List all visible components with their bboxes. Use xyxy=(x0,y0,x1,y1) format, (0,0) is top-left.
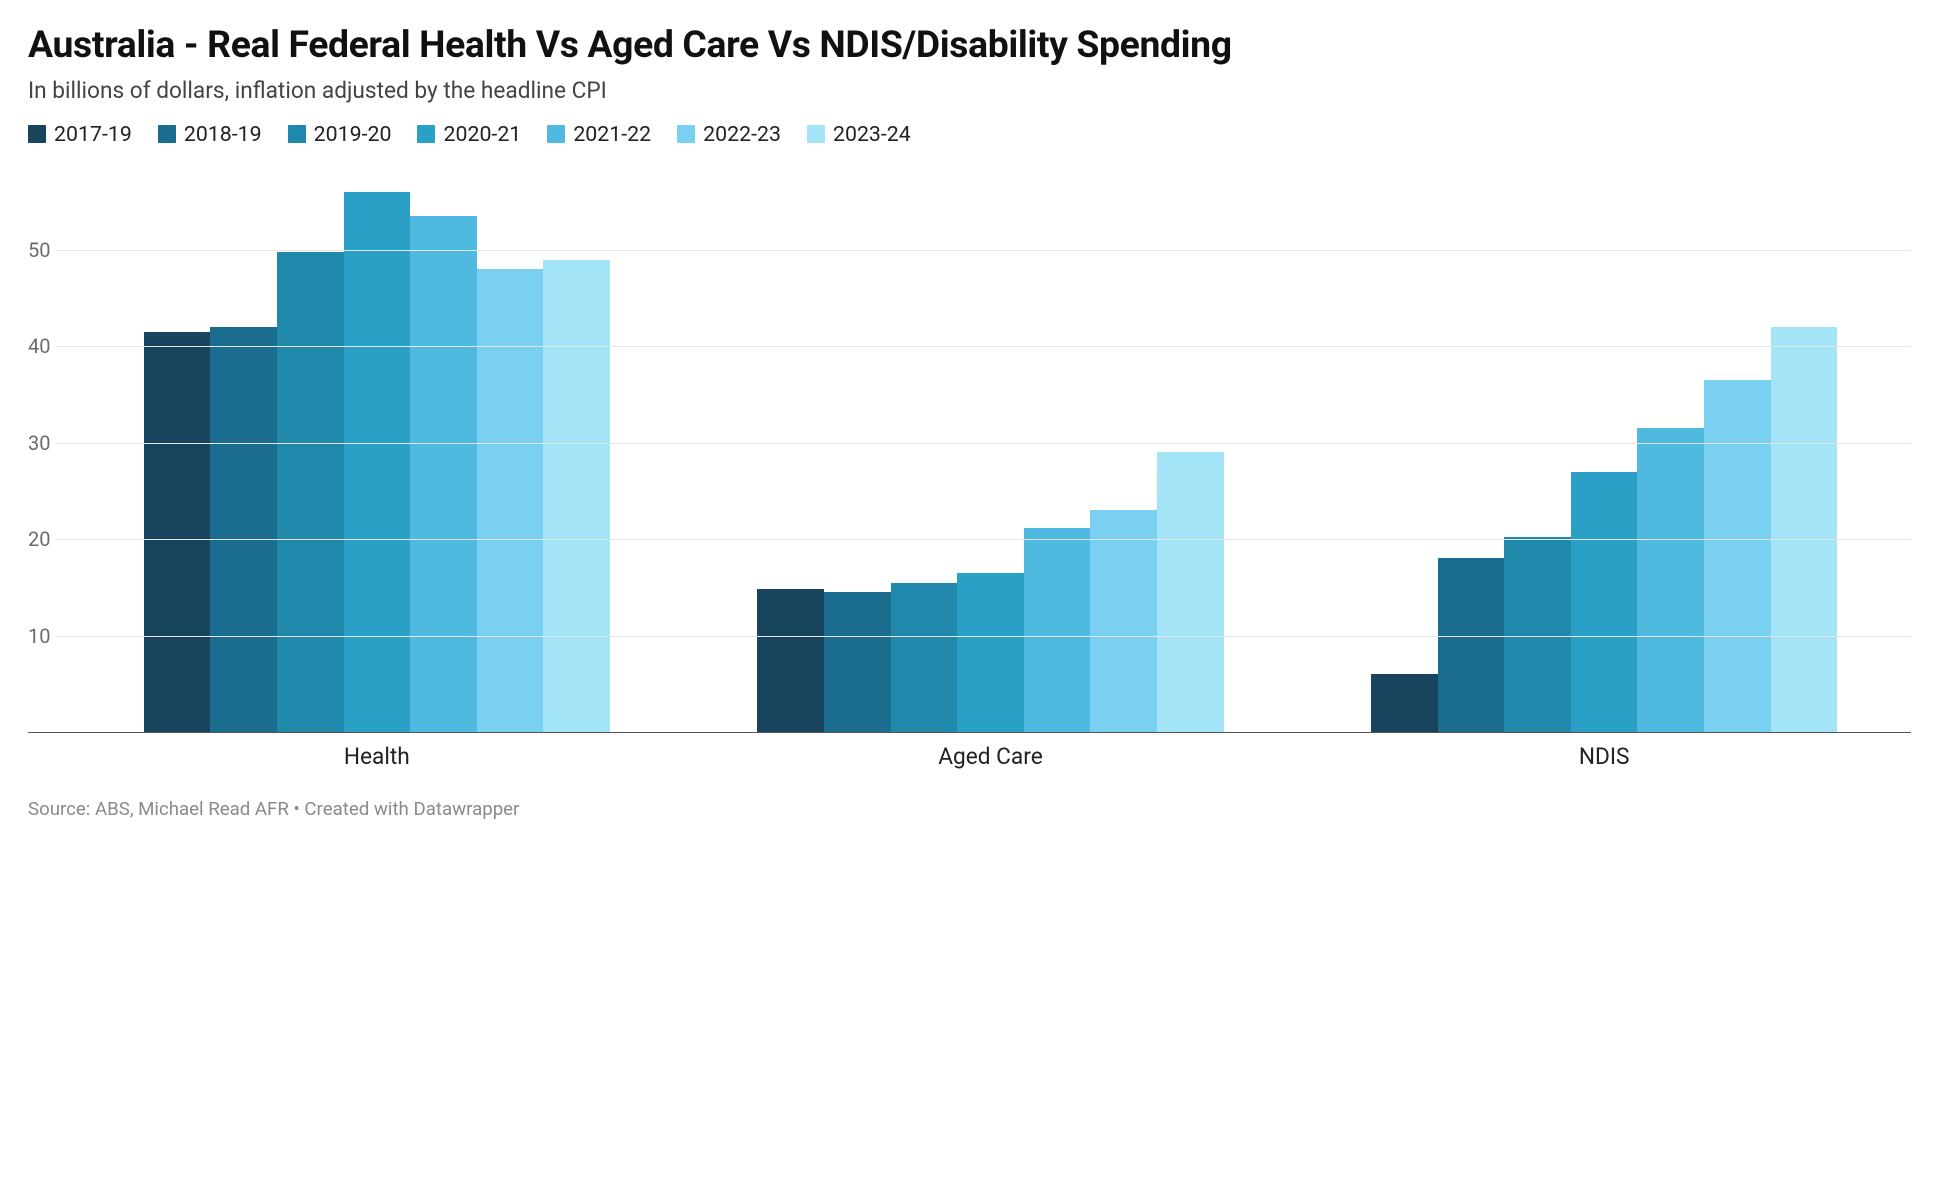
legend-label: 2021-22 xyxy=(573,122,651,147)
bar-group xyxy=(1297,173,1911,732)
legend-item: 2020-21 xyxy=(417,122,521,147)
x-category-label: Aged Care xyxy=(684,743,1298,770)
bar-group-inner xyxy=(757,173,1223,732)
legend-label: 2017-19 xyxy=(54,122,132,147)
bar xyxy=(1571,472,1638,732)
legend-item: 2017-19 xyxy=(28,122,132,147)
bar xyxy=(344,192,411,732)
y-tick-label: 20 xyxy=(28,527,56,551)
legend-swatch xyxy=(28,125,46,143)
bar xyxy=(277,252,344,732)
chart-title: Australia - Real Federal Health Vs Aged … xyxy=(28,24,1911,67)
legend-swatch xyxy=(807,125,825,143)
bar-groups-container xyxy=(70,173,1911,732)
bar xyxy=(1771,327,1838,732)
bar xyxy=(410,216,477,732)
bar xyxy=(210,327,277,732)
legend-item: 2021-22 xyxy=(547,122,651,147)
bar xyxy=(144,332,211,732)
legend-item: 2019-20 xyxy=(288,122,392,147)
legend-swatch xyxy=(288,125,306,143)
legend-item: 2022-23 xyxy=(677,122,781,147)
legend-item: 2018-19 xyxy=(158,122,262,147)
chart-legend: 2017-19 2018-19 2019-20 2020-21 2021-22 2022-… xyxy=(28,122,1911,147)
x-axis: HealthAged CareNDIS xyxy=(70,743,1911,770)
legend-swatch xyxy=(158,125,176,143)
bar-group-inner xyxy=(144,173,610,732)
bar xyxy=(891,583,958,732)
x-category-label: Health xyxy=(70,743,684,770)
bar xyxy=(1704,380,1771,732)
bar xyxy=(824,592,891,732)
gridline xyxy=(28,346,1911,347)
bar xyxy=(1637,428,1704,732)
gridline xyxy=(28,636,1911,637)
legend-label: 2019-20 xyxy=(314,122,392,147)
bar xyxy=(543,260,610,732)
legend-label: 2023-24 xyxy=(833,122,911,147)
bar xyxy=(1024,528,1091,732)
legend-swatch xyxy=(417,125,435,143)
legend-item: 2023-24 xyxy=(807,122,911,147)
bar xyxy=(1371,674,1438,732)
bar xyxy=(757,589,824,732)
chart-area: 10 20 30 40 50 HealthAged CareNDIS xyxy=(28,173,1911,770)
bar xyxy=(957,573,1024,732)
chart-footer: Source: ABS, Michael Read AFR • Created … xyxy=(28,798,1911,820)
legend-label: 2018-19 xyxy=(184,122,262,147)
legend-label: 2022-23 xyxy=(703,122,781,147)
bar-group-inner xyxy=(1371,173,1837,732)
bar xyxy=(477,269,544,732)
legend-swatch xyxy=(547,125,565,143)
y-tick-label: 10 xyxy=(28,624,56,648)
bar-group xyxy=(70,173,684,732)
x-category-label: NDIS xyxy=(1297,743,1911,770)
bar xyxy=(1090,510,1157,732)
gridline xyxy=(28,539,1911,540)
chart-subtitle: In billions of dollars, inflation adjust… xyxy=(28,77,1911,104)
bar xyxy=(1157,452,1224,732)
y-tick-label: 50 xyxy=(28,238,56,262)
plot-area: 10 20 30 40 50 xyxy=(28,173,1911,733)
y-tick-label: 40 xyxy=(28,334,56,358)
y-tick-label: 30 xyxy=(28,431,56,455)
bar-group xyxy=(684,173,1298,732)
bar xyxy=(1438,558,1505,731)
gridline xyxy=(28,250,1911,251)
legend-swatch xyxy=(677,125,695,143)
gridline xyxy=(28,443,1911,444)
legend-label: 2020-21 xyxy=(443,122,521,147)
